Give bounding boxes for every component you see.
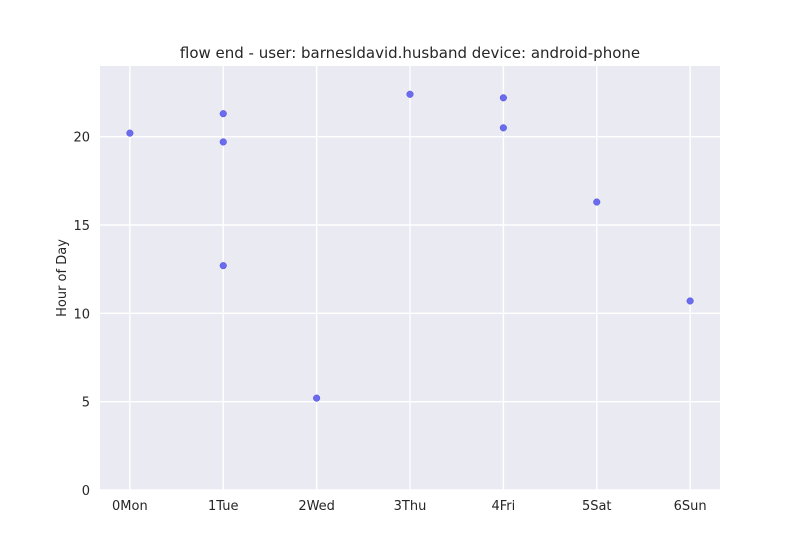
- y-tick-label: 15: [73, 219, 90, 234]
- chart-title: flow end - user: barnesldavid.husband de…: [180, 44, 640, 62]
- x-tick-label: 3Thu: [394, 499, 427, 514]
- x-tick-label: 5Sat: [582, 499, 612, 514]
- data-point: [406, 90, 414, 98]
- x-tick-label: 6Sun: [674, 499, 707, 514]
- data-point: [593, 198, 601, 206]
- grid-lines: [100, 66, 720, 491]
- data-point: [313, 394, 321, 402]
- x-tick-labels: 0Mon 1Tue 2Wed 3Thu 4Fri 5Sat 6Sun: [112, 499, 707, 514]
- data-point: [686, 297, 694, 305]
- y-tick-label: 10: [73, 307, 90, 322]
- x-tick-label: 4Fri: [491, 499, 515, 514]
- x-tick-label: 0Mon: [112, 499, 148, 514]
- data-point: [499, 94, 507, 102]
- data-point: [126, 129, 134, 137]
- y-tick-label: 20: [73, 131, 90, 146]
- x-tick-label: 2Wed: [298, 499, 335, 514]
- y-tick-label: 5: [82, 396, 90, 411]
- data-point: [499, 124, 507, 132]
- data-points: [126, 90, 694, 402]
- y-tick-labels: 0 5 10 15 20: [73, 131, 90, 499]
- data-point: [219, 262, 227, 270]
- data-point: [219, 138, 227, 146]
- y-axis-label: Hour of Day: [55, 239, 70, 317]
- data-point: [219, 110, 227, 118]
- x-tick-label: 1Tue: [208, 499, 238, 514]
- y-tick-label: 0: [82, 484, 90, 499]
